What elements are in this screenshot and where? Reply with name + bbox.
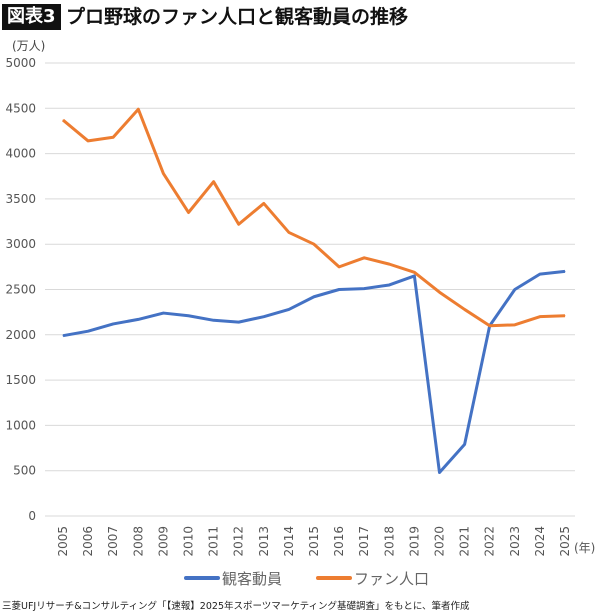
- x-tick-label: 2019: [407, 526, 421, 557]
- data-point: [388, 263, 390, 265]
- data-point: [338, 266, 340, 268]
- x-tick-label: 2011: [207, 526, 221, 557]
- x-tick-label: 2022: [483, 526, 497, 557]
- y-tick-label: 2000: [5, 328, 36, 342]
- data-point: [514, 289, 516, 290]
- legend-label: ファン人口: [354, 570, 429, 588]
- x-tick-label: 2006: [81, 526, 95, 557]
- x-tick-label: 2024: [533, 526, 547, 557]
- data-point: [464, 443, 466, 445]
- data-point: [263, 202, 265, 204]
- x-tick-label: 2005: [56, 526, 70, 557]
- data-point: [112, 323, 114, 325]
- data-point: [87, 140, 89, 142]
- data-point: [313, 296, 315, 298]
- figure-badge: 図表3: [2, 4, 61, 30]
- data-point: [413, 275, 415, 277]
- data-point: [388, 284, 390, 286]
- data-point: [238, 321, 240, 323]
- x-tick-label: 2013: [257, 526, 271, 557]
- x-tick-label: 2007: [106, 526, 120, 557]
- data-point: [213, 181, 215, 183]
- data-point: [238, 223, 240, 225]
- x-tick-label: 2010: [182, 526, 196, 557]
- data-point: [564, 270, 566, 272]
- data-point: [188, 211, 189, 213]
- data-point: [363, 257, 365, 259]
- x-tick-label: 2023: [508, 526, 522, 557]
- data-point: [413, 271, 415, 273]
- data-point: [338, 289, 340, 290]
- x-tick-label: 2015: [307, 526, 321, 557]
- x-tick-label: 2025: [558, 526, 572, 557]
- data-point: [539, 316, 541, 318]
- y-tick-label: 3000: [5, 237, 36, 251]
- y-tick-label: 500: [13, 464, 36, 478]
- y-tick-label: 4500: [5, 101, 36, 115]
- data-point: [137, 108, 139, 110]
- y-tick-label: 5000: [5, 56, 36, 70]
- data-point: [137, 318, 139, 320]
- x-tick-label: 2021: [458, 526, 472, 557]
- series-line-fan-population: [62, 107, 566, 328]
- y-axis-unit: (万人): [12, 39, 46, 53]
- data-point: [112, 136, 114, 138]
- y-tick-label: 0: [28, 509, 36, 523]
- data-point: [439, 291, 440, 293]
- chart-title: プロ野球のファン人口と観客動員の推移: [66, 6, 409, 28]
- x-tick-label: 2017: [357, 526, 371, 557]
- y-tick-label: 4000: [5, 147, 36, 161]
- data-point: [288, 231, 290, 233]
- data-point: [162, 173, 164, 175]
- source-note: 三菱UFJリサーチ&コンサルティング「【速報】2025年スポーツマーケティング基…: [2, 601, 470, 612]
- legend-label: 観客動員: [222, 570, 282, 588]
- x-tick-label: 2016: [332, 526, 346, 557]
- y-tick-label: 1500: [5, 373, 36, 387]
- data-point: [188, 315, 189, 317]
- data-point: [564, 315, 566, 317]
- data-point: [87, 330, 89, 332]
- y-tick-label: 2500: [5, 283, 36, 297]
- series-line-attendance: [62, 269, 566, 475]
- data-point: [439, 472, 440, 474]
- x-tick-label: 2018: [382, 526, 396, 557]
- x-axis-unit: (年): [574, 541, 595, 555]
- x-tick-label: 2012: [232, 526, 246, 557]
- x-tick-label: 2020: [433, 526, 447, 557]
- data-point: [363, 288, 365, 290]
- data-point: [514, 324, 516, 326]
- data-point: [464, 308, 466, 310]
- data-point: [62, 335, 64, 337]
- line-chart: 0 500 1000 1500 2000 2500 3000 3500 4000 4500 5000…: [5, 56, 595, 588]
- data-point: [213, 319, 215, 321]
- data-point: [313, 243, 315, 245]
- data-point: [162, 312, 164, 314]
- x-tick-label: 2008: [131, 526, 145, 557]
- x-tick-label: 2009: [156, 526, 170, 557]
- data-point: [539, 273, 541, 275]
- data-point: [263, 316, 265, 318]
- data-point: [489, 325, 491, 327]
- data-point: [62, 119, 64, 121]
- y-tick-label: 3500: [5, 192, 36, 206]
- data-point: [288, 308, 290, 310]
- y-tick-label: 1000: [5, 418, 36, 432]
- x-tick-label: 2014: [282, 526, 296, 557]
